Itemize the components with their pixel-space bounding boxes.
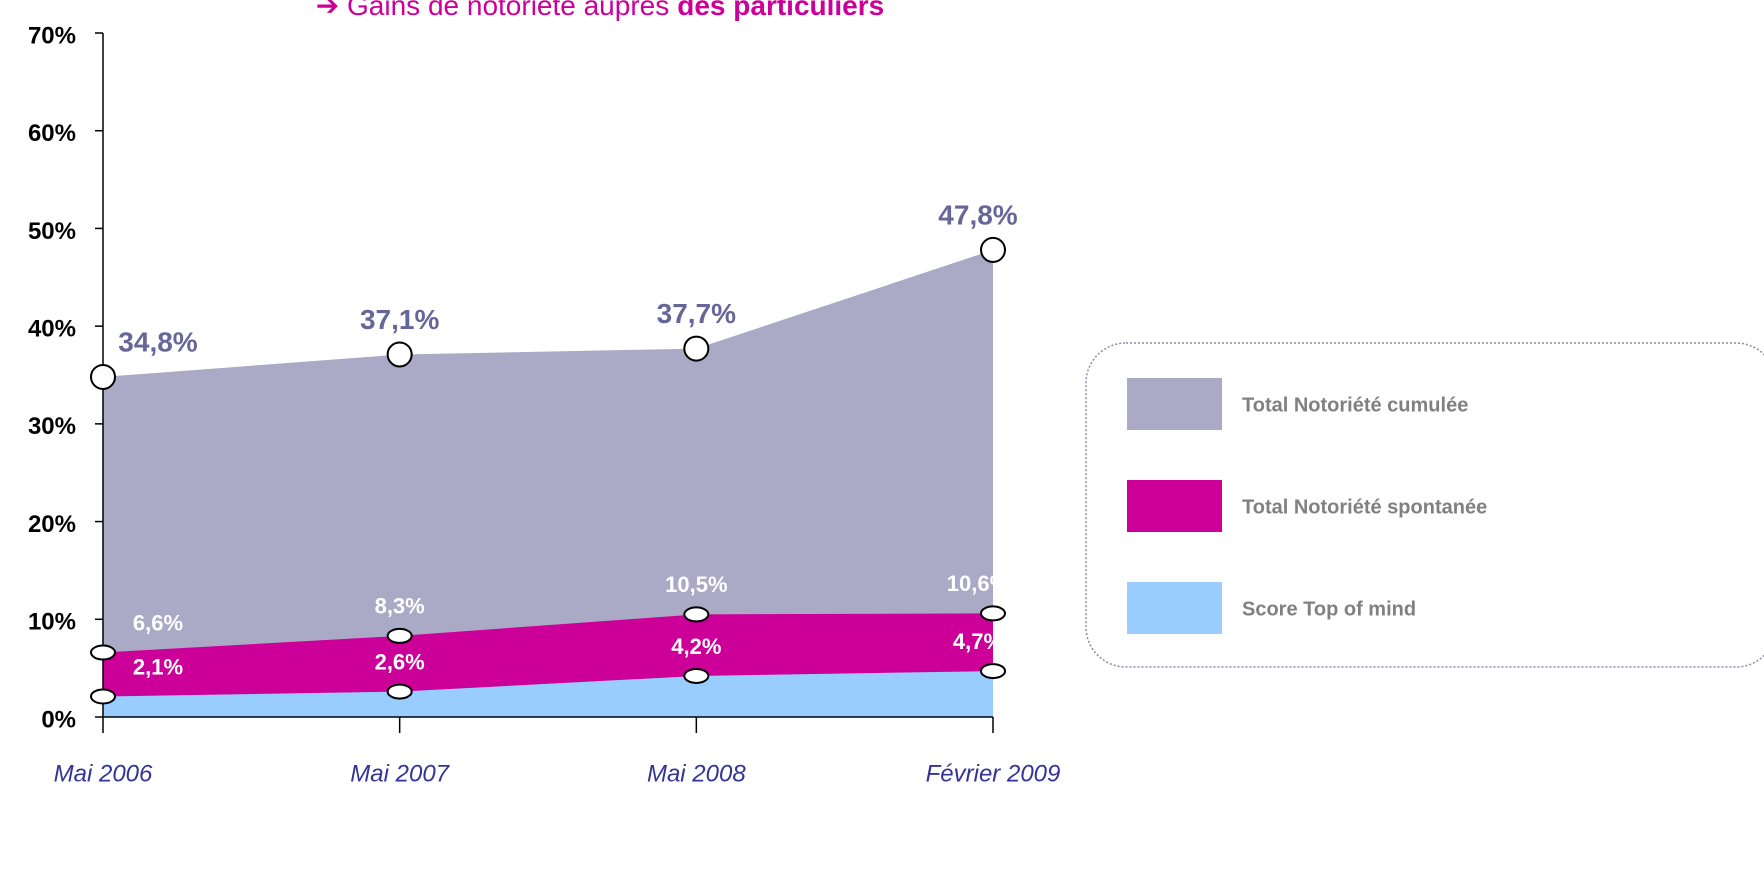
- y-tick-label: 20%: [28, 511, 76, 538]
- marker: [683, 606, 710, 623]
- legend-box: [1085, 342, 1764, 668]
- marker: [386, 683, 413, 700]
- y-tick-label: 50%: [28, 218, 76, 245]
- value-label: 37,7%: [657, 298, 736, 329]
- value-label: 10,6%: [947, 571, 1009, 596]
- y-tick-label: 40%: [28, 315, 76, 342]
- area: [103, 249, 993, 717]
- legend-label: Score Top of mind: [1242, 598, 1416, 620]
- marker: [980, 236, 1006, 263]
- marker: [90, 688, 116, 705]
- value-label: 4,7%: [953, 629, 1003, 654]
- legend-label: Total Notoriété cumulée: [1242, 394, 1468, 416]
- legend-swatch: [1127, 378, 1222, 430]
- marker: [980, 605, 1006, 622]
- value-label: 2,6%: [375, 649, 425, 674]
- value-label: 47,8%: [938, 199, 1017, 230]
- marker: [90, 644, 116, 661]
- x-tick-label: Mai 2008: [647, 760, 746, 787]
- legend-label: Total Notoriété spontanée: [1242, 496, 1487, 518]
- marker: [386, 341, 413, 368]
- marker: [683, 667, 710, 684]
- value-label: 34,8%: [118, 326, 197, 357]
- value-label: 2,1%: [133, 654, 183, 679]
- y-tick-label: 0%: [41, 706, 76, 733]
- value-label: 6,6%: [133, 610, 183, 635]
- marker: [90, 363, 116, 390]
- marker: [980, 663, 1006, 680]
- x-tick-label: Mai 2006: [54, 760, 153, 787]
- x-tick-label: Février 2009: [926, 760, 1061, 787]
- chart-title: ➔ Gains de notoriété auprès des particuli…: [316, 0, 884, 21]
- value-label: 8,3%: [375, 594, 425, 619]
- value-label: 37,1%: [360, 304, 439, 335]
- value-label: 10,5%: [665, 572, 727, 597]
- y-tick-label: 10%: [28, 609, 76, 636]
- y-tick-label: 70%: [28, 22, 76, 49]
- value-label: 4,2%: [671, 634, 721, 659]
- y-tick-label: 60%: [28, 120, 76, 147]
- title-part-bold: des particuliers: [677, 0, 884, 21]
- title-part: ➔ Gains de notoriété auprès: [316, 0, 669, 21]
- area: [103, 671, 993, 717]
- y-tick-label: 30%: [28, 413, 76, 440]
- marker: [683, 335, 710, 362]
- legend-swatch: [1127, 582, 1222, 634]
- marker: [386, 627, 413, 644]
- legend-swatch: [1127, 480, 1222, 532]
- x-tick-label: Mai 2007: [350, 760, 450, 787]
